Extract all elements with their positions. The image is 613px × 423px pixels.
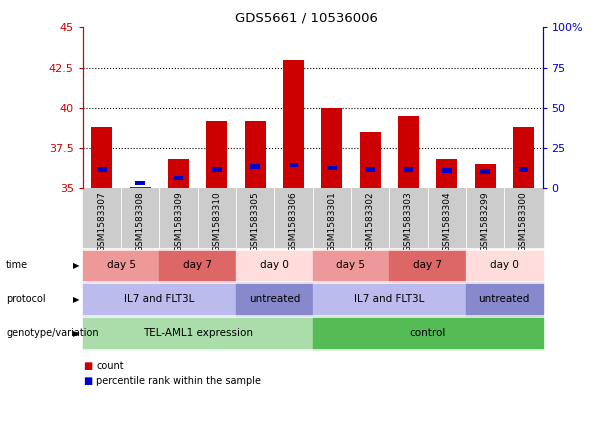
Bar <box>97 168 107 172</box>
Text: day 0: day 0 <box>490 261 519 270</box>
Text: control: control <box>409 328 446 338</box>
Text: day 7: day 7 <box>183 261 212 270</box>
Bar <box>250 164 260 169</box>
Bar <box>283 60 304 188</box>
Bar <box>173 176 183 180</box>
Text: GDS5661 / 10536006: GDS5661 / 10536006 <box>235 12 378 25</box>
Bar <box>168 159 189 188</box>
Bar <box>513 127 534 188</box>
Bar <box>480 169 490 173</box>
Text: day 7: day 7 <box>413 261 442 270</box>
Text: time: time <box>6 261 28 270</box>
Text: percentile rank within the sample: percentile rank within the sample <box>96 376 261 386</box>
Bar <box>207 121 227 188</box>
Text: untreated: untreated <box>249 294 300 304</box>
Text: day 5: day 5 <box>107 261 135 270</box>
Text: protocol: protocol <box>6 294 46 304</box>
Text: count: count <box>96 361 124 371</box>
Text: day 5: day 5 <box>337 261 365 270</box>
Text: untreated: untreated <box>479 294 530 304</box>
Text: ■: ■ <box>83 376 92 386</box>
Text: IL7 and FLT3L: IL7 and FLT3L <box>354 294 424 304</box>
Bar <box>289 163 299 167</box>
Text: ▶: ▶ <box>73 329 80 338</box>
Text: genotype/variation: genotype/variation <box>6 328 99 338</box>
Text: TEL-AML1 expression: TEL-AML1 expression <box>143 328 253 338</box>
Bar <box>398 116 419 188</box>
Bar <box>321 108 342 188</box>
Text: day 0: day 0 <box>260 261 289 270</box>
Bar <box>212 168 222 172</box>
Text: IL7 and FLT3L: IL7 and FLT3L <box>124 294 194 304</box>
Bar <box>135 181 145 185</box>
Bar <box>436 159 457 188</box>
Bar <box>365 168 375 172</box>
Bar <box>474 164 495 188</box>
Text: ▶: ▶ <box>73 295 80 304</box>
Bar <box>327 166 337 170</box>
Bar <box>130 187 151 188</box>
Bar <box>442 168 452 173</box>
Bar <box>91 127 112 188</box>
Bar <box>360 132 381 188</box>
Text: ▶: ▶ <box>73 261 80 270</box>
Bar <box>519 168 528 172</box>
Text: ■: ■ <box>83 361 92 371</box>
Bar <box>403 168 413 172</box>
Bar <box>245 121 265 188</box>
